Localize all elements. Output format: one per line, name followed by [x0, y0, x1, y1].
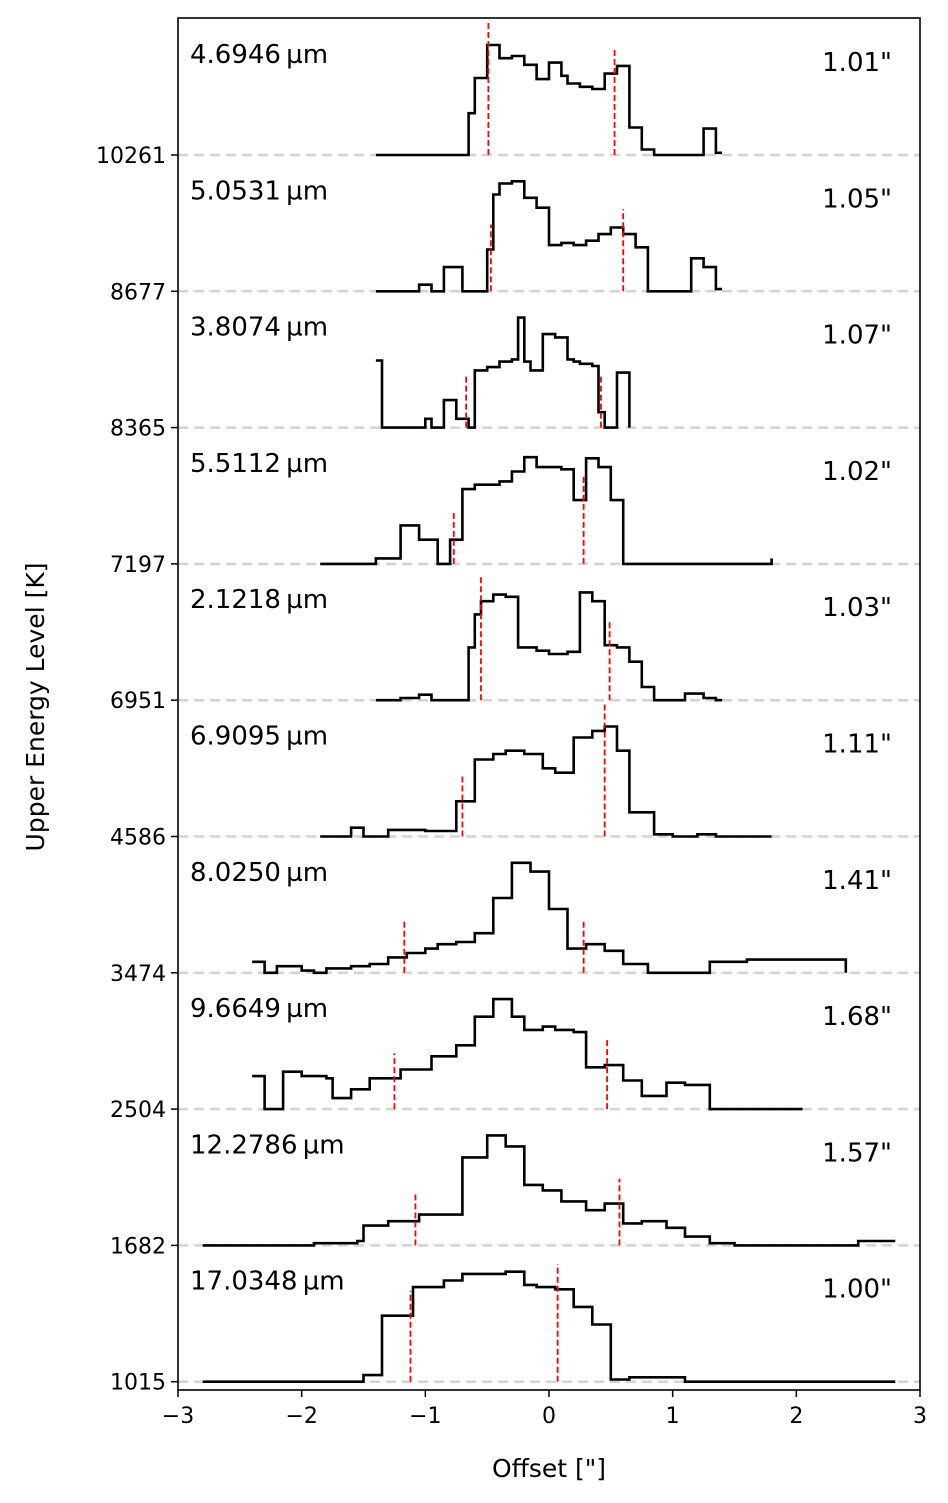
y-axis-ticks: 10261 8677 8365 7197 6951 4586 3474 2504 1682 101…: [96, 144, 178, 1396]
y-tick-label-4: 6951: [110, 689, 166, 714]
wavelength-label-4: 2.1218 µm: [190, 585, 328, 615]
width-label-4: 1.03": [822, 593, 892, 623]
wavelength-label-9: 17.0348 µm: [190, 1267, 345, 1297]
width-label-0: 1.01": [822, 48, 892, 78]
y-tick-label-2: 8365: [110, 417, 166, 442]
wavelength-label-1: 5.0531 µm: [190, 176, 328, 206]
y-tick-label-3: 7197: [110, 553, 166, 578]
wavelength-label-8: 12.2786 µm: [190, 1130, 345, 1160]
y-tick-label-1: 8677: [110, 280, 166, 305]
profile-line-5: [320, 725, 772, 838]
wavelength-label-0: 4.6946 µm: [190, 40, 328, 70]
x-tick-label-6: 3: [913, 1404, 927, 1429]
profile-line-2: [375, 316, 631, 429]
profile-line-4: [375, 591, 723, 702]
profile-line-3: [320, 455, 773, 566]
x-tick-label-5: 2: [789, 1404, 803, 1429]
profile-line-1: [375, 180, 723, 293]
wavelength-label-3: 5.5112 µm: [190, 449, 328, 479]
profile-line-9: [202, 1270, 896, 1383]
x-tick-label-2: −1: [409, 1404, 441, 1429]
width-label-3: 1.02": [822, 457, 892, 487]
wavelength-label-7: 9.6649 µm: [190, 994, 328, 1024]
y-tick-label-6: 3474: [110, 962, 166, 987]
x-tick-label-4: 1: [666, 1404, 680, 1429]
profile-line-8: [202, 1134, 896, 1247]
y-tick-label-7: 2504: [110, 1098, 166, 1123]
wavelength-label-2: 3.8074 µm: [190, 313, 328, 343]
width-label-2: 1.07": [822, 321, 892, 351]
x-axis-label: Offset ["]: [492, 1454, 606, 1483]
baselines: [178, 153, 920, 1383]
width-label-8: 1.57": [822, 1138, 892, 1168]
y-tick-label-9: 1015: [110, 1371, 166, 1396]
profile-line-6: [252, 861, 848, 975]
width-label-6: 1.41": [822, 866, 892, 896]
width-label-5: 1.11": [822, 730, 892, 760]
width-label-7: 1.68": [822, 1002, 892, 1032]
wavelength-label-5: 6.9095 µm: [190, 722, 328, 752]
width-markers: [393, 20, 625, 1382]
y-tick-label-5: 4586: [110, 826, 166, 851]
profile-line-0: [375, 43, 723, 157]
width-label-1: 1.05": [822, 184, 892, 214]
width-label-9: 1.00": [822, 1275, 892, 1305]
panel-labels: 4.6946 µm 1.01" 5.0531 µm 1.05" 3.8074 µm 1.0…: [190, 40, 892, 1305]
x-axis-ticks: −3 −2 −1 0 1 2 3: [162, 1390, 927, 1429]
step-profiles: [202, 43, 896, 1383]
profile-line-7: [252, 997, 803, 1111]
y-tick-label-0: 10261: [96, 144, 166, 169]
y-tick-label-8: 1682: [110, 1234, 166, 1259]
wavelength-label-6: 8.0250 µm: [190, 858, 328, 888]
x-tick-label-0: −3: [162, 1404, 194, 1429]
x-tick-label-1: −2: [285, 1404, 317, 1429]
x-tick-label-3: 0: [542, 1404, 556, 1429]
y-axis-label: Upper Energy Level [K]: [21, 563, 50, 852]
